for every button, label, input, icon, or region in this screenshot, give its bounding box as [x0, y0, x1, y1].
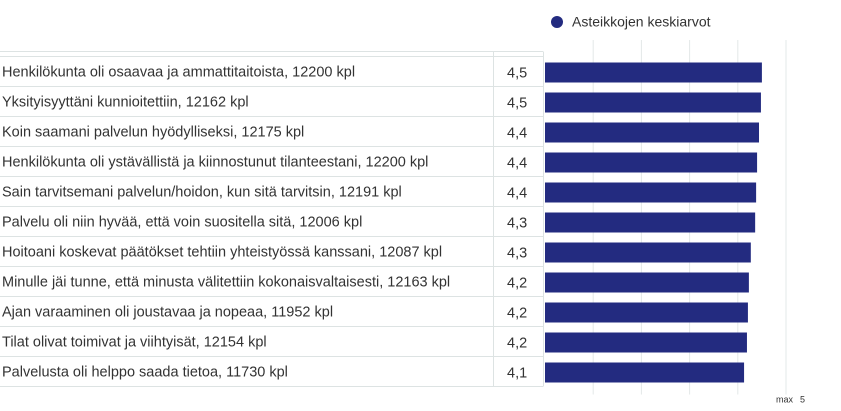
row-label: Koin saamani palvelun hyödylliseksi, 121… [2, 124, 304, 140]
value-label: 4,4 [507, 185, 527, 201]
legend-label: Asteikkojen keskiarvot [572, 14, 711, 30]
row-label: Henkilökunta oli osaavaa ja ammattitaito… [2, 64, 355, 80]
bar [545, 272, 749, 293]
value-label: 4,2 [507, 275, 527, 291]
bar [545, 182, 757, 203]
legend-marker [551, 16, 563, 28]
value-label: 4,2 [507, 335, 527, 351]
bar [545, 242, 751, 263]
row-label: Palvelusta oli helppo saada tietoa, 1173… [2, 364, 288, 380]
bar [545, 362, 745, 383]
bar [545, 302, 748, 323]
value-label: 4,1 [507, 365, 527, 381]
value-label: 4,5 [507, 65, 527, 81]
row-label: Hoitoani koskevat päätökset tehtiin yhte… [2, 244, 442, 260]
value-label: 4,4 [507, 125, 527, 141]
value-label: 4,2 [507, 305, 527, 321]
row-label: Henkilökunta oli ystävällistä ja kiinnos… [2, 154, 428, 170]
bar [545, 122, 760, 143]
row-label: Palvelu oli niin hyvää, että voin suosit… [2, 214, 362, 230]
row-label: Sain tarvitsemani palvelun/hoidon, kun s… [2, 184, 402, 200]
value-label: 4,3 [507, 215, 527, 231]
row-label: Yksityisyyttäni kunnioitettiin, 12162 kp… [2, 94, 249, 110]
value-label: 4,3 [507, 245, 527, 261]
value-label: 4,5 [507, 95, 527, 111]
row-label: Minulle jäi tunne, että minusta välitett… [2, 274, 450, 290]
value-label: 4,4 [507, 155, 527, 171]
bar [545, 332, 747, 353]
bar [545, 62, 762, 83]
x-tick-label: 5 [800, 394, 805, 404]
bar [545, 152, 758, 173]
row-label: Tilat olivat toimivat ja viihtyisät, 121… [2, 334, 267, 350]
row-label: Ajan varaaminen oli joustavaa ja nopeaa,… [2, 304, 333, 320]
bar [545, 92, 761, 113]
axis-prefix: max [776, 394, 794, 404]
bar [545, 212, 756, 233]
